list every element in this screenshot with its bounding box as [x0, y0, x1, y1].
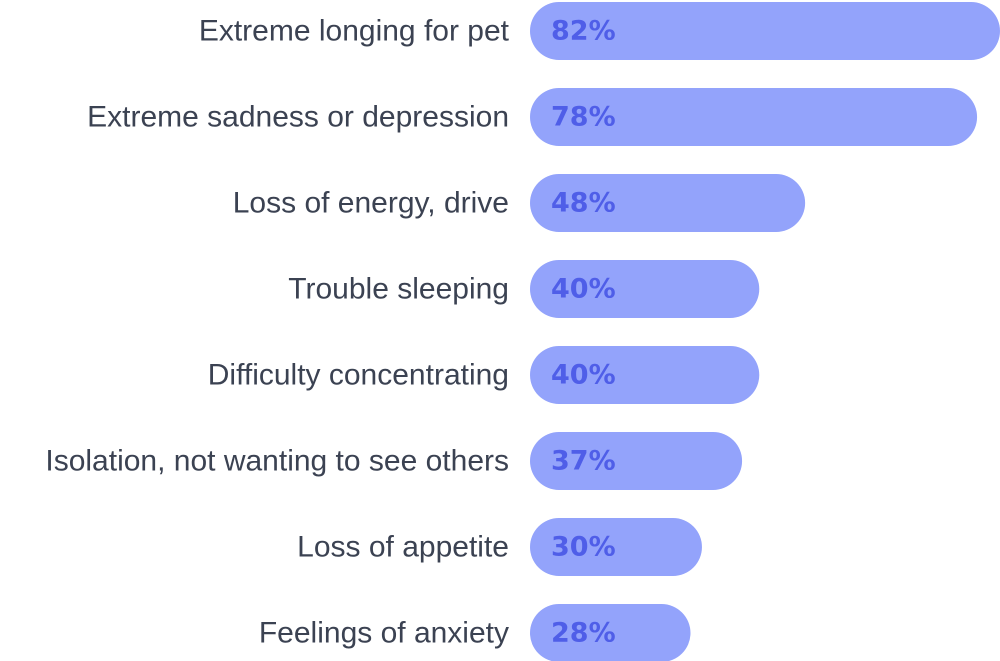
value-label: 82%	[551, 16, 616, 47]
bar	[530, 346, 760, 404]
bar-row: Trouble sleeping 40%	[288, 260, 760, 318]
category-label: Loss of appetite	[297, 531, 509, 564]
bar	[530, 174, 806, 232]
bar	[530, 604, 691, 661]
value-label: 78%	[551, 102, 616, 133]
bar-row: Extreme longing for pet 82%	[199, 2, 1000, 60]
bar-row: Isolation, not wanting to see others 37%	[45, 432, 743, 490]
category-label: Extreme sadness or depression	[87, 101, 509, 134]
bar	[530, 518, 702, 576]
category-label: Trouble sleeping	[288, 273, 509, 306]
category-label: Extreme longing for pet	[199, 15, 510, 48]
category-label: Loss of energy, drive	[233, 187, 509, 220]
bar	[530, 2, 1000, 60]
bar-row: Difficulty concentrating 40%	[208, 346, 760, 404]
bar-row: Loss of appetite 30%	[297, 518, 702, 576]
category-label: Feelings of anxiety	[259, 617, 509, 650]
bar-row: Feelings of anxiety 28%	[259, 604, 691, 661]
value-label: 28%	[551, 618, 616, 649]
bar	[530, 88, 978, 146]
bar	[530, 260, 760, 318]
value-label: 40%	[551, 274, 616, 305]
value-label: 40%	[551, 360, 616, 391]
bar-row: Loss of energy, drive 48%	[233, 174, 806, 232]
value-label: 37%	[551, 446, 616, 477]
bar	[530, 432, 743, 490]
category-label: Isolation, not wanting to see others	[45, 445, 509, 478]
value-label: 30%	[551, 532, 616, 563]
bar-row: Extreme sadness or depression 78%	[87, 88, 978, 146]
value-label: 48%	[551, 188, 616, 219]
category-label: Difficulty concentrating	[208, 359, 509, 392]
